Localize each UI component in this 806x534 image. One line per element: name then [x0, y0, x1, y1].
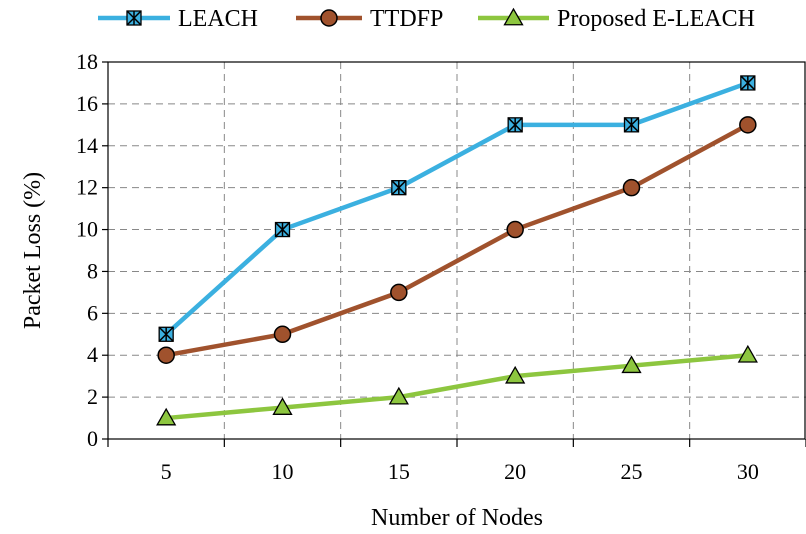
y-tick-label: 18 [76, 49, 98, 74]
series-line [165, 122, 749, 358]
x-tick-label: 25 [621, 459, 643, 484]
x-tick-label: 5 [161, 459, 172, 484]
legend: LEACH TTDFP Proposed E-LEACH [98, 6, 755, 32]
data-point [737, 344, 758, 363]
data-point [621, 355, 642, 374]
series-line [165, 352, 749, 421]
legend-item: Proposed E-LEACH [478, 6, 755, 32]
y-tick-label: 16 [76, 91, 98, 116]
data-point [623, 117, 640, 133]
legend-label: LEACH [178, 6, 258, 32]
grid [108, 62, 806, 439]
data-point [506, 220, 524, 239]
legend-item: LEACH [98, 6, 258, 32]
x-tick-label: 10 [272, 459, 294, 484]
series-layer [156, 75, 758, 426]
y-tick-label: 8 [87, 258, 98, 283]
y-axis: 0 2 4 6 8 10 12 14 16 18 [76, 49, 108, 451]
y-axis-label: Packet Loss (%) [20, 172, 46, 329]
data-point [507, 117, 523, 133]
data-point [157, 346, 175, 364]
plot-frame [107, 61, 806, 440]
y-tick-label: 14 [76, 133, 98, 158]
y-tick-label: 12 [76, 175, 98, 200]
y-tick-label: 10 [76, 217, 98, 242]
x-axis-label: Number of Nodes [371, 505, 543, 531]
y-tick-label: 6 [87, 300, 98, 325]
data-point [156, 407, 177, 426]
data-point [740, 75, 756, 91]
data-point [505, 365, 526, 384]
data-point [503, 7, 524, 26]
legend-item: TTDFP [296, 6, 443, 32]
data-point [388, 386, 409, 405]
series-line [164, 80, 749, 336]
x-tick-label: 15 [388, 459, 410, 484]
legend-label: TTDFP [370, 6, 443, 32]
x-tick-label: 20 [504, 459, 526, 484]
series-ttdfp [157, 116, 757, 364]
series-leach [158, 75, 756, 342]
x-axis: 5 10 15 20 25 30 [107, 439, 806, 484]
data-point [739, 116, 757, 134]
y-tick-label: 2 [87, 384, 98, 409]
data-point [391, 180, 407, 196]
series-proposed-e-leach [156, 344, 758, 426]
data-point [158, 326, 174, 342]
data-point [390, 283, 408, 302]
data-point [320, 9, 338, 27]
data-point [622, 178, 641, 197]
data-point [126, 10, 142, 26]
legend-label: Proposed E-LEACH [557, 6, 755, 32]
x-tick-label: 30 [737, 459, 759, 484]
y-tick-label: 4 [87, 342, 98, 367]
y-tick-label: 0 [87, 426, 98, 451]
data-point [274, 221, 291, 238]
data-point [273, 325, 292, 344]
data-point [272, 397, 293, 415]
